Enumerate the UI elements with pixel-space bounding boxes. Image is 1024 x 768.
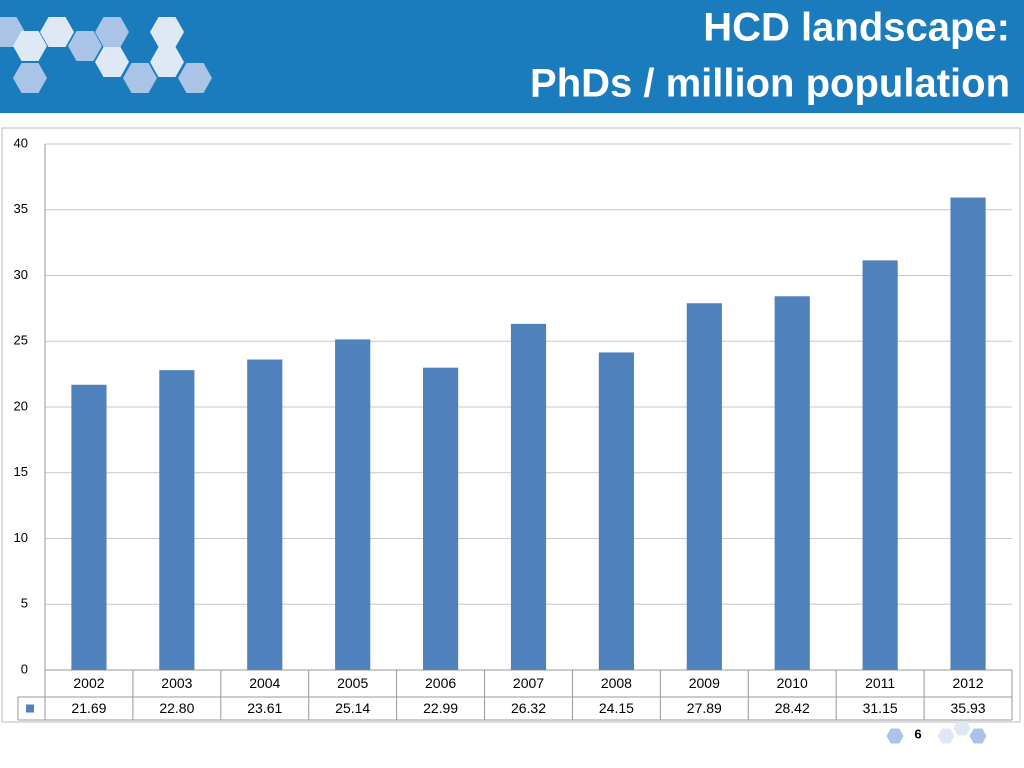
bar — [950, 197, 986, 670]
plot: 0 5 10 15 20 25 30 35 40 2002 21.69 2003 22.80 2004 23… — [14, 135, 1013, 721]
value-label: 21.69 — [71, 700, 106, 716]
x-tick-label: 2011 — [865, 675, 895, 691]
x-tick-label: 2002 — [73, 675, 104, 691]
x-tick-label: 2009 — [689, 675, 720, 691]
x-tick-label: 2006 — [425, 675, 456, 691]
value-label: 25.14 — [335, 700, 370, 716]
value-label: 31.15 — [863, 700, 898, 716]
bar — [774, 296, 810, 670]
value-label: 22.99 — [423, 700, 458, 716]
value-label: 28.42 — [775, 700, 810, 716]
y-tick-label: 15 — [14, 464, 28, 479]
x-tick-label: 2003 — [161, 675, 192, 691]
y-tick-label: 10 — [14, 530, 28, 545]
value-label: 22.80 — [159, 700, 194, 716]
bar — [335, 339, 371, 670]
x-tick-label: 2012 — [952, 675, 983, 691]
bar — [71, 384, 107, 670]
x-tick-label: 2004 — [249, 675, 280, 691]
x-tick-label: 2010 — [777, 675, 808, 691]
y-tick-label: 5 — [21, 596, 28, 611]
y-tick-label: 30 — [14, 267, 28, 282]
bar — [598, 352, 634, 670]
bar — [247, 359, 283, 670]
value-label: 35.93 — [951, 700, 986, 716]
chart-frame — [1, 127, 1021, 723]
value-label: 27.89 — [687, 700, 722, 716]
y-tick-label: 0 — [21, 661, 28, 676]
bar — [423, 367, 459, 670]
subtitle: PhDs / million population — [530, 62, 1010, 106]
x-tick-label: 2008 — [601, 675, 632, 691]
value-label: 23.61 — [247, 700, 282, 716]
value-label: 26.32 — [511, 700, 546, 716]
bar — [686, 303, 722, 670]
bar — [159, 370, 195, 670]
y-tick-label: 25 — [14, 333, 28, 348]
bar — [862, 260, 898, 670]
y-tick-label: 35 — [14, 201, 28, 216]
y-tick-label: 20 — [14, 398, 28, 413]
page-number: 6 — [914, 726, 921, 741]
y-tick-label: 40 — [14, 135, 28, 150]
legend-key — [26, 704, 34, 713]
x-tick-label: 2005 — [337, 675, 368, 691]
value-label: 24.15 — [599, 700, 634, 716]
x-tick-label: 2007 — [513, 675, 544, 691]
page-decoration — [886, 720, 987, 744]
title: HCD landscape: — [703, 6, 1010, 50]
bar — [510, 323, 547, 670]
